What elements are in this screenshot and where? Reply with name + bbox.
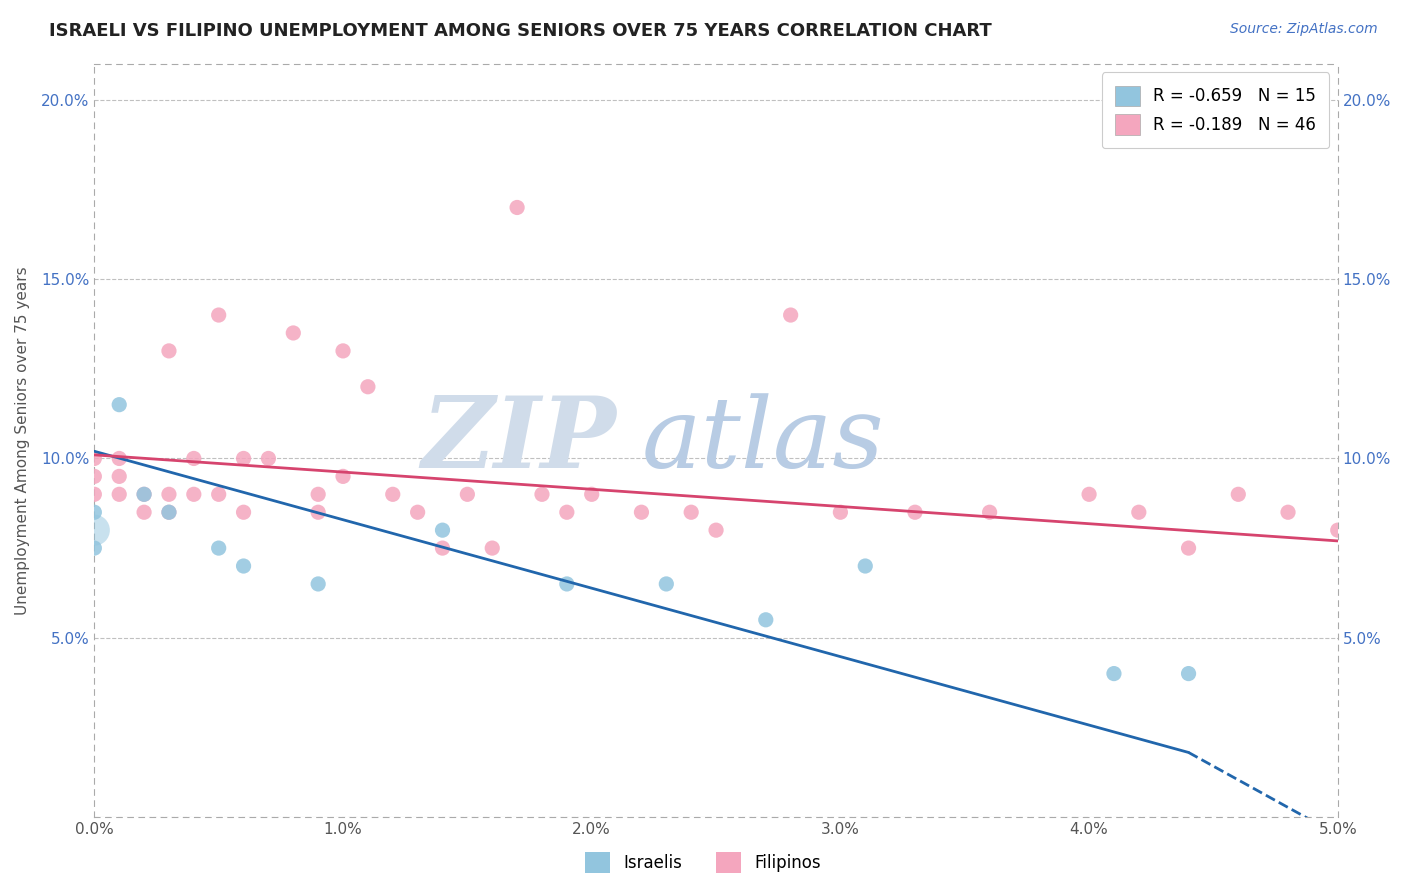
Point: [1227, 487, 1250, 501]
Point: [108, 451, 131, 466]
Point: [257, 451, 280, 466]
Point: [555, 505, 578, 519]
Point: [1078, 487, 1101, 501]
Point: [830, 505, 852, 519]
Point: [357, 380, 380, 394]
Point: [681, 505, 703, 519]
Point: [157, 343, 180, 358]
Point: [630, 505, 652, 519]
Point: [332, 469, 354, 483]
Point: [655, 577, 678, 591]
Point: [208, 308, 231, 322]
Point: [381, 487, 404, 501]
Point: [83, 523, 105, 537]
Point: [132, 505, 155, 519]
Point: [183, 487, 205, 501]
Point: [779, 308, 801, 322]
Point: [83, 469, 105, 483]
Point: [904, 505, 927, 519]
Text: Source: ZipAtlas.com: Source: ZipAtlas.com: [1230, 22, 1378, 37]
Point: [232, 559, 254, 574]
Point: [108, 487, 131, 501]
Point: [108, 398, 131, 412]
Y-axis label: Unemployment Among Seniors over 75 years: Unemployment Among Seniors over 75 years: [15, 266, 30, 615]
Point: [506, 201, 529, 215]
Point: [208, 541, 231, 555]
Point: [157, 487, 180, 501]
Point: [208, 487, 231, 501]
Point: [132, 487, 155, 501]
Point: [157, 505, 180, 519]
Point: [1128, 505, 1150, 519]
Text: ZIP: ZIP: [422, 392, 617, 489]
Point: [108, 469, 131, 483]
Point: [456, 487, 478, 501]
Point: [232, 451, 254, 466]
Point: [232, 505, 254, 519]
Point: [555, 577, 578, 591]
Point: [83, 487, 105, 501]
Legend: Israelis, Filipinos: Israelis, Filipinos: [579, 846, 827, 880]
Point: [157, 505, 180, 519]
Point: [704, 523, 727, 537]
Point: [979, 505, 1001, 519]
Point: [132, 487, 155, 501]
Point: [530, 487, 553, 501]
Text: atlas: atlas: [641, 392, 884, 488]
Point: [83, 451, 105, 466]
Point: [755, 613, 778, 627]
Point: [307, 505, 329, 519]
Point: [83, 505, 105, 519]
Point: [307, 487, 329, 501]
Point: [83, 541, 105, 555]
Point: [853, 559, 876, 574]
Point: [406, 505, 429, 519]
Point: [1277, 505, 1299, 519]
Point: [481, 541, 503, 555]
Point: [183, 451, 205, 466]
Point: [1326, 523, 1348, 537]
Legend: R = -0.659   N = 15, R = -0.189   N = 46: R = -0.659 N = 15, R = -0.189 N = 46: [1101, 72, 1330, 148]
Point: [432, 541, 454, 555]
Point: [307, 577, 329, 591]
Point: [432, 523, 454, 537]
Point: [332, 343, 354, 358]
Point: [283, 326, 305, 340]
Point: [581, 487, 603, 501]
Point: [1177, 666, 1199, 681]
Text: ISRAELI VS FILIPINO UNEMPLOYMENT AMONG SENIORS OVER 75 YEARS CORRELATION CHART: ISRAELI VS FILIPINO UNEMPLOYMENT AMONG S…: [49, 22, 993, 40]
Point: [1102, 666, 1125, 681]
Point: [1177, 541, 1199, 555]
